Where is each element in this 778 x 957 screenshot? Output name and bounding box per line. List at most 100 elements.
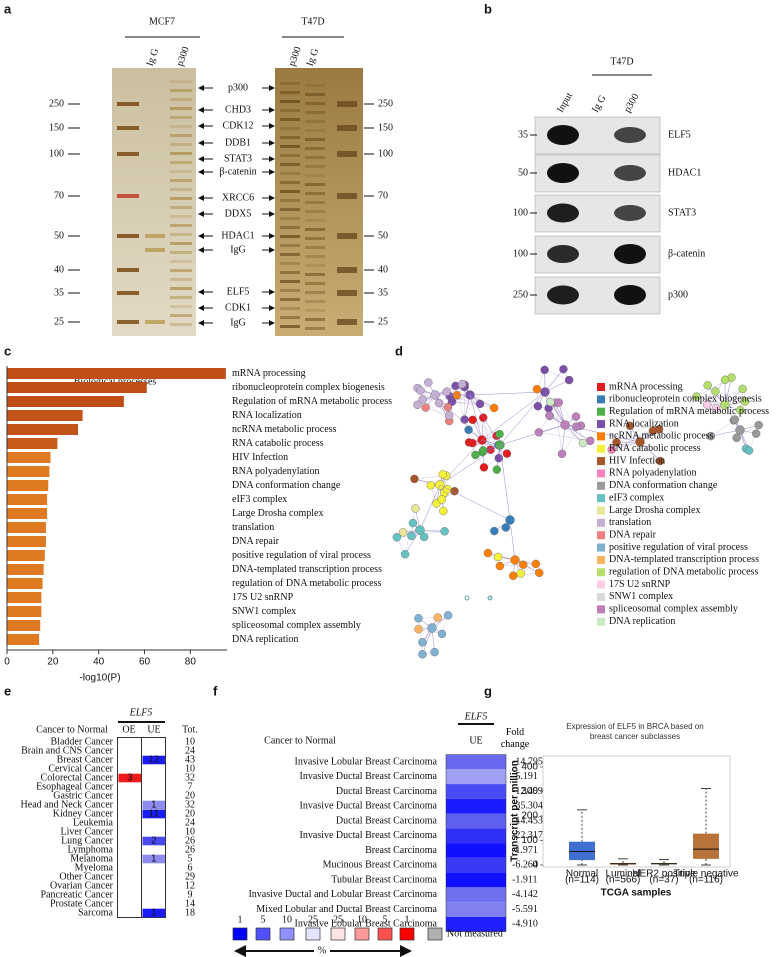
blot-band: [614, 165, 646, 181]
row-label: Invasive Ductal Breast Carcinoma: [300, 801, 438, 812]
category-label: mRNA processing: [232, 368, 306, 379]
protein-label: STAT3: [224, 153, 252, 164]
node: [656, 456, 665, 466]
category-label: DNA conformation change: [232, 480, 341, 491]
band: [280, 154, 300, 157]
legend-swatch: [597, 383, 605, 391]
mw-label: 35: [378, 287, 388, 298]
legend-label: RNA polyadenylation: [609, 468, 697, 479]
node: [625, 421, 635, 431]
legend-label: positive regulation of viral process: [609, 542, 748, 553]
edge: [472, 442, 499, 446]
edge: [469, 394, 501, 446]
node: [501, 523, 511, 532]
scale-swatch: [330, 927, 346, 941]
legend-swatch: [597, 444, 605, 453]
mw-label: 150: [49, 122, 64, 133]
blot-band: [547, 285, 579, 305]
x-tick-label: 20: [47, 657, 59, 668]
mw-label: 50: [518, 167, 528, 178]
panel-label: c: [4, 343, 11, 358]
row-total: 12: [185, 880, 195, 891]
edge: [710, 420, 734, 437]
y-tick-label: 100: [521, 835, 538, 846]
band: [170, 206, 192, 209]
legend-label: RNA catabolic process: [609, 443, 701, 454]
bar: [7, 382, 147, 393]
band: [145, 320, 165, 324]
band: [280, 289, 300, 292]
row-label: Ductal Breast Carcinoma: [336, 815, 438, 826]
row-total: 24: [185, 817, 195, 828]
scale-label: 5: [383, 914, 388, 925]
band: [170, 134, 192, 137]
row-label: Sarcoma: [78, 907, 114, 918]
column-header: OE: [122, 724, 135, 735]
node: [464, 595, 470, 601]
cell-value: 1: [151, 800, 157, 811]
x-tick-label: Luminal: [605, 869, 640, 880]
band: [170, 179, 192, 182]
row-label: Tubular Breast Carcinoma: [331, 874, 437, 885]
band: [170, 116, 192, 119]
legend-swatch: [597, 457, 605, 466]
band: [305, 300, 325, 303]
band: [280, 235, 300, 238]
node: [571, 412, 581, 421]
scale-label: 1: [405, 914, 410, 925]
band: [305, 237, 325, 240]
band: [280, 100, 300, 103]
legend-label: Regulation of mRNA metabolic process: [609, 406, 769, 417]
cell: [142, 755, 165, 765]
node: [439, 506, 448, 516]
band: [280, 199, 300, 202]
node: [458, 379, 467, 389]
fold-change: -4.142: [512, 889, 538, 900]
band: [280, 316, 300, 319]
node: [421, 403, 430, 412]
edge: [499, 424, 566, 446]
protein-label: XRCC6: [222, 192, 254, 203]
y-tick-label: 400: [521, 762, 538, 773]
category-label: SNW1 complex: [232, 606, 296, 617]
protein-label: ELF5: [668, 129, 691, 140]
category-label: eIF3 complex: [232, 494, 287, 505]
cell: [446, 784, 506, 799]
band: [170, 107, 192, 110]
node: [414, 625, 423, 634]
node: [740, 397, 750, 406]
cell: [446, 843, 506, 858]
lane-label: Ig G: [590, 94, 609, 115]
edge: [434, 394, 483, 441]
band: [305, 120, 325, 123]
bar: [7, 522, 46, 533]
band: [170, 323, 192, 326]
legend-label: DNA replication: [609, 616, 675, 627]
node: [408, 518, 418, 528]
row-label: Ovarian Cancer: [50, 880, 114, 891]
node: [534, 428, 544, 437]
legend-label: spliceosomal complex assembly: [609, 604, 738, 615]
row-total: 20: [185, 790, 195, 801]
edge: [472, 419, 499, 446]
node: [468, 438, 477, 448]
bar: [7, 438, 58, 449]
scale-label: 10: [357, 914, 367, 925]
protein-label: CHD3: [225, 104, 251, 115]
cell: [446, 857, 506, 873]
na-label: Not measured: [447, 928, 503, 939]
category-label: 17S U2 snRNP: [232, 592, 294, 603]
node: [414, 614, 423, 623]
category-label: DNA repair: [232, 536, 280, 547]
band: [170, 197, 192, 200]
cell-line: MCF7: [149, 16, 175, 27]
band: [170, 260, 192, 263]
edge: [611, 441, 641, 450]
band: [305, 111, 325, 114]
band: [280, 172, 300, 175]
column-header: UE: [469, 735, 482, 746]
node: [398, 528, 408, 537]
node: [434, 398, 444, 408]
edge: [439, 444, 501, 486]
fold-change: -4.910: [512, 919, 538, 930]
